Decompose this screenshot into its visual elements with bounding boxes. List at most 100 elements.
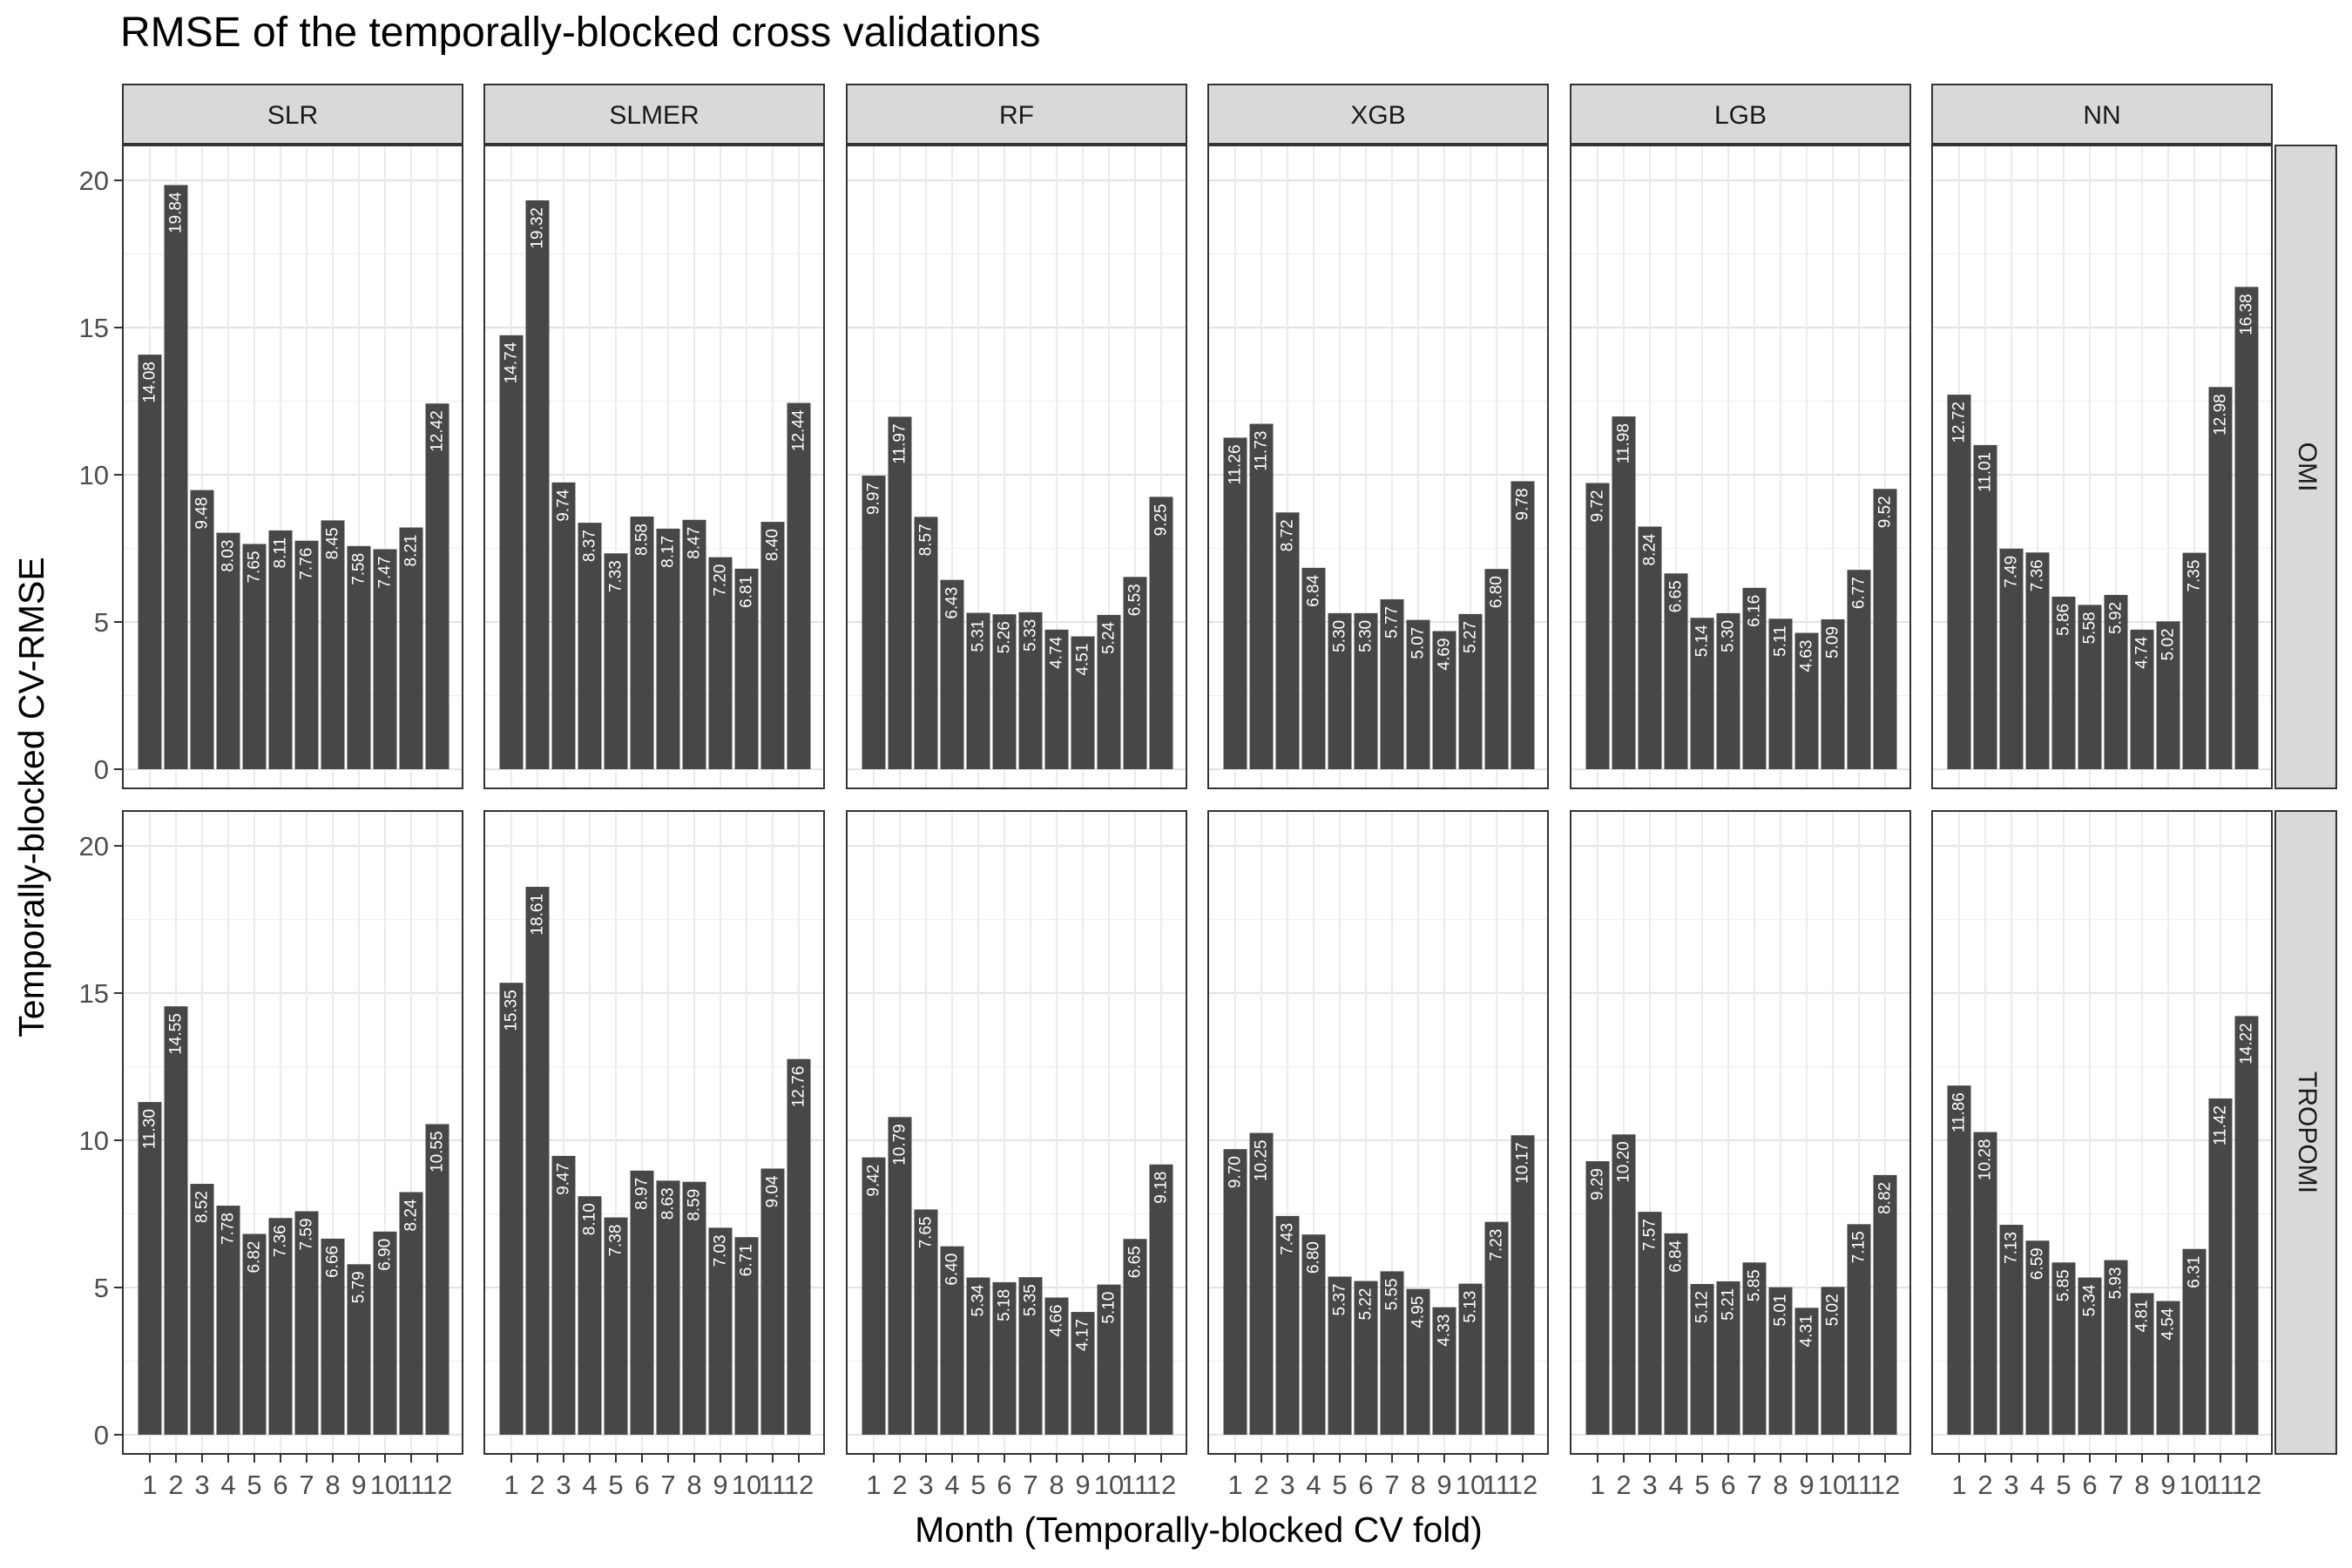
- bar-label: 9.52: [1876, 496, 1895, 528]
- bar-omi-slmer-2: [525, 200, 550, 770]
- x-tick-label: 12: [1508, 1470, 1538, 1500]
- strip-nn: [1931, 84, 2273, 145]
- bar-label: 10.20: [1615, 1141, 1633, 1183]
- bar-label: 11.30: [141, 1109, 159, 1149]
- bar-label: 4.95: [1409, 1296, 1428, 1328]
- bar-label: 5.11: [1772, 625, 1790, 657]
- y-axis-title: Temporally-blocked CV-RMSE: [11, 557, 51, 1037]
- bar-tropomi-slr-3: [190, 1184, 214, 1435]
- bar-label: 11.73: [1253, 431, 1271, 471]
- x-tick-label: 1: [866, 1470, 881, 1500]
- bar-label: 6.81: [738, 576, 756, 608]
- bar-label: 9.47: [555, 1163, 573, 1195]
- strip-label-rf: RF: [999, 101, 1034, 130]
- bar-tropomi-slmer-9: [708, 1227, 733, 1435]
- y-tick-label: 20: [79, 166, 109, 196]
- y-tick-label: 0: [94, 1420, 109, 1450]
- bar-tropomi-slr-9: [347, 1264, 371, 1435]
- bar-label: 7.35: [2186, 560, 2204, 592]
- bar-omi-lgb-2: [1612, 416, 1636, 769]
- bar-omi-xgb-6: [1354, 612, 1378, 769]
- bar-omi-slmer-12: [787, 402, 811, 769]
- bar-label: 14.55: [167, 1013, 186, 1055]
- bar-omi-xgb-2: [1249, 423, 1274, 769]
- x-tick-label: 2: [530, 1470, 544, 1500]
- bar-omi-lgb-3: [1638, 526, 1662, 769]
- bar-tropomi-lgb-7: [1742, 1262, 1767, 1435]
- bar-omi-rf-3: [914, 517, 938, 769]
- bar-tropomi-slr-10: [373, 1231, 397, 1435]
- bar-tropomi-nn-10: [2182, 1248, 2207, 1435]
- bar-label: 12.76: [790, 1066, 808, 1108]
- bar-tropomi-slr-2: [164, 1006, 188, 1435]
- x-tick-label: 5: [608, 1470, 623, 1500]
- x-tick-label: 6: [997, 1470, 1011, 1500]
- bar-omi-lgb-7: [1742, 587, 1767, 769]
- bar-label: 5.12: [1693, 1291, 1712, 1323]
- bar-tropomi-slr-6: [268, 1218, 293, 1435]
- bar-label: 6.43: [943, 587, 962, 619]
- x-tick-label: 6: [2082, 1470, 2097, 1500]
- x-tick-label: 12: [1870, 1470, 1900, 1500]
- panel-border: [1931, 810, 2273, 1455]
- bar-label: 9.04: [764, 1175, 782, 1207]
- strip-slr: [122, 84, 463, 145]
- x-tick-label: 4: [2030, 1470, 2044, 1500]
- x-tick-label: 11: [759, 1470, 787, 1500]
- bar-tropomi-xgb-10: [1458, 1283, 1483, 1435]
- bar-omi-nn-2: [1973, 444, 1997, 769]
- bar-label: 7.78: [220, 1213, 238, 1245]
- bar-omi-slr-9: [347, 545, 371, 769]
- bar-tropomi-xgb-8: [1406, 1288, 1430, 1435]
- bar-label: 6.71: [738, 1244, 756, 1276]
- bar-label: 6.84: [1667, 1240, 1686, 1272]
- x-tick-label: 5: [1332, 1470, 1347, 1500]
- panel-border: [483, 145, 825, 789]
- x-tick-label: 11: [2207, 1470, 2234, 1500]
- bar-tropomi-nn-8: [2130, 1293, 2154, 1435]
- x-tick-label: 11: [1483, 1470, 1511, 1500]
- bar-tropomi-nn-12: [2234, 1016, 2259, 1435]
- bar-omi-rf-2: [888, 416, 912, 769]
- x-tick-label: 8: [1410, 1470, 1425, 1500]
- bar-tropomi-lgb-6: [1716, 1281, 1740, 1435]
- bar-label: 5.02: [2159, 628, 2178, 660]
- bar-label: 11.86: [1950, 1092, 1969, 1132]
- bar-tropomi-slr-5: [242, 1233, 267, 1435]
- x-tick-label: 11: [1845, 1470, 1873, 1500]
- bar-label: 9.78: [1514, 488, 1532, 520]
- x-tick-label: 8: [2134, 1470, 2149, 1500]
- bar-label: 11.01: [1977, 452, 1995, 492]
- x-tick-label: 10: [1094, 1470, 1124, 1500]
- bar-tropomi-xgb-6: [1354, 1281, 1378, 1435]
- bar-label: 6.66: [324, 1246, 342, 1278]
- x-tick-label: 2: [892, 1470, 907, 1500]
- x-tick-label: 8: [325, 1470, 340, 1500]
- bar-tropomi-xgb-11: [1484, 1221, 1509, 1435]
- bar-label: 12.98: [2212, 394, 2230, 436]
- bar-label: 9.25: [1152, 504, 1171, 536]
- chart-title: RMSE of the temporally-blocked cross val…: [120, 10, 1041, 56]
- bar-label: 7.49: [2003, 556, 2021, 588]
- bar-label: 10.55: [429, 1131, 447, 1173]
- bar-label: 16.38: [2238, 294, 2256, 335]
- bar-tropomi-xgb-1: [1223, 1149, 1247, 1435]
- bar-label: 6.31: [2186, 1256, 2204, 1288]
- bar-label: 8.47: [686, 527, 704, 559]
- bar-label: 4.54: [2159, 1308, 2178, 1340]
- bar-label: 5.14: [1693, 625, 1712, 657]
- bar-label: 5.85: [1746, 1269, 1764, 1301]
- bar-label: 10.17: [1514, 1142, 1532, 1184]
- bar-omi-xgb-7: [1380, 598, 1404, 769]
- x-tick-label: 11: [1121, 1470, 1149, 1500]
- bar-label: 6.53: [1126, 584, 1145, 616]
- bar-label: 5.22: [1357, 1288, 1375, 1321]
- bar-label: 7.36: [272, 1225, 290, 1257]
- x-tick-label: 6: [1720, 1470, 1735, 1500]
- bar-tropomi-nn-7: [2104, 1260, 2128, 1435]
- bar-label: 15.35: [503, 990, 521, 1031]
- bar-omi-xgb-11: [1484, 569, 1509, 769]
- panel-border: [1207, 810, 1549, 1455]
- bar-label: 7.20: [712, 564, 730, 597]
- bar-omi-slr-11: [399, 527, 423, 769]
